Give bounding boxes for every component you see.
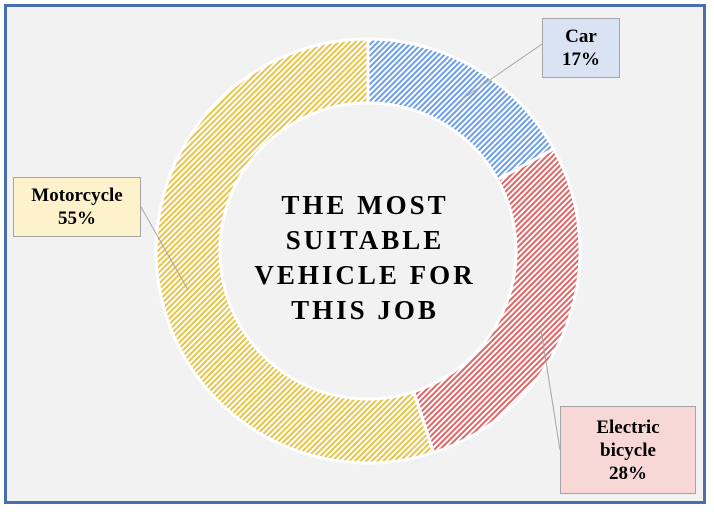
leader-line-car <box>460 43 543 101</box>
slice-motorcycle <box>154 37 436 465</box>
chart-title-line: THE MOST <box>281 190 449 220</box>
data-label-car: Car 17% <box>542 18 620 78</box>
data-label-line: 55% <box>58 208 96 229</box>
slice-car <box>366 37 556 182</box>
data-label-line: bicycle <box>600 439 656 461</box>
leader-line-electric-bicycle <box>540 329 561 451</box>
data-label-electric-bicycle: Electric bicycle 28% <box>560 406 696 494</box>
data-label-line: Car <box>565 26 597 47</box>
slice-electric-bicycle <box>411 146 582 455</box>
chart-title-line: THIS JOB <box>291 295 439 325</box>
chart-title-line: VEHICLE FOR <box>254 260 476 290</box>
data-label-line: 17% <box>562 49 600 70</box>
chart-title: THE MOST SUITABLE VEHICLE FOR THIS JOB <box>250 188 480 328</box>
leader-line-motorcycle <box>140 206 189 291</box>
data-label-line: 28% <box>609 462 647 484</box>
data-label-line: Motorcycle <box>31 185 123 206</box>
data-label-motorcycle: Motorcycle 55% <box>13 177 141 237</box>
data-label-line: Electric <box>596 416 660 438</box>
chart-title-line: SUITABLE <box>285 225 445 255</box>
